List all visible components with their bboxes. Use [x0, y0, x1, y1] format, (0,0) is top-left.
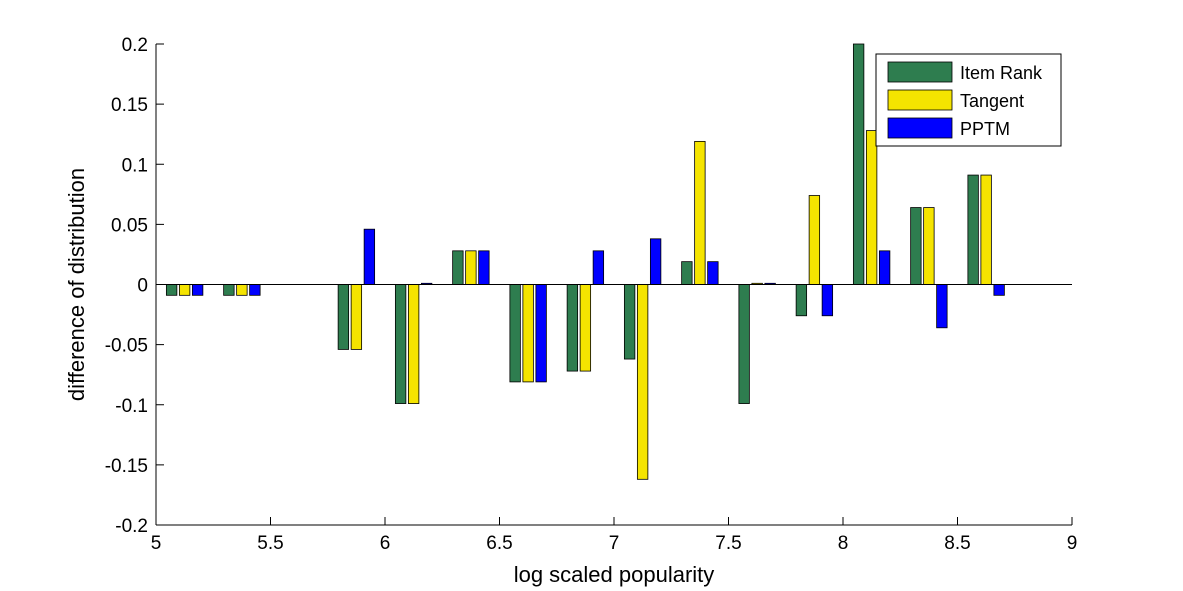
bar-item-rank-8 [681, 261, 693, 285]
y-axis-label: difference of distribution [64, 168, 89, 401]
bar-item-rank-11 [852, 43, 865, 285]
bar-pptm-2 [363, 228, 376, 285]
y-tick-label: -0.2 [115, 516, 148, 537]
legend-label: PPTM [960, 119, 1010, 139]
x-tick-label: 6 [380, 533, 391, 554]
bar-item-rank-7 [623, 284, 636, 360]
bar-pptm-0 [191, 284, 204, 296]
bar-tangent-12 [923, 207, 935, 285]
bars-group [165, 43, 1005, 480]
bar-pptm-1 [249, 284, 261, 296]
x-tick-label: 6.5 [486, 533, 512, 554]
bar-tangent-11 [865, 130, 878, 285]
y-tick-label: 0.15 [111, 95, 148, 116]
bar-item-rank-5 [509, 284, 521, 383]
x-tick-label: 9 [1067, 533, 1078, 554]
bar-tangent-6 [579, 284, 592, 372]
bar-item-rank-1 [223, 284, 235, 296]
y-tick-label: -0.15 [105, 456, 148, 477]
y-tick-label: 0.1 [122, 155, 148, 176]
x-tick-label: 8 [838, 533, 849, 554]
bar-tangent-0 [178, 284, 191, 296]
bar-tangent-8 [694, 140, 706, 285]
legend-swatch [887, 117, 953, 139]
legend-label: Item Rank [960, 63, 1043, 83]
legend-swatch [887, 61, 953, 83]
x-tick-label: 8.5 [944, 533, 970, 554]
bar-tangent-13 [980, 174, 992, 285]
y-tick-label: -0.05 [105, 336, 148, 357]
bar-item-rank-4 [452, 250, 464, 285]
bar-tangent-5 [522, 284, 534, 383]
legend-swatch [887, 89, 953, 111]
bar-item-rank-2 [337, 284, 350, 350]
bar-tangent-7 [636, 284, 649, 480]
bar-tangent-4 [465, 250, 477, 285]
bar-pptm-6 [592, 250, 605, 285]
bar-item-rank-9 [738, 284, 750, 404]
x-axis: 5 5.5 6 6.5 7 7.5 8 8.5 9 [151, 517, 1078, 554]
legend-label: Tangent [960, 91, 1024, 111]
bar-item-rank-0 [165, 284, 178, 296]
x-tick-label: 7 [609, 533, 620, 554]
y-tick-label: 0.2 [122, 35, 148, 56]
x-tick-label: 5.5 [257, 533, 283, 554]
y-tick-label: 0 [137, 276, 148, 297]
bar-item-rank-12 [910, 207, 922, 285]
x-tick-label: 5 [151, 533, 162, 554]
y-tick-label: -0.1 [115, 396, 148, 417]
bar-tangent-2 [350, 284, 363, 350]
bar-item-rank-6 [566, 284, 579, 372]
bar-item-rank-3 [394, 284, 407, 404]
bar-tangent-1 [236, 284, 248, 296]
bar-pptm-4 [478, 250, 490, 285]
y-axis: -0.2 -0.15 -0.1 -0.05 0 0.05 0.1 0.15 0.2 [105, 35, 164, 537]
bar-tangent-3 [407, 284, 420, 404]
y-tick-label: 0.05 [111, 215, 148, 236]
bar-tangent-10 [808, 195, 821, 285]
bar-item-rank-13 [967, 174, 979, 285]
bar-pptm-5 [535, 284, 547, 383]
x-axis-label: log scaled popularity [514, 562, 715, 587]
bar-pptm-10 [821, 284, 834, 317]
bar-pptm-7 [649, 238, 662, 285]
bar-item-rank-10 [795, 284, 808, 317]
bar-pptm-13 [993, 284, 1005, 296]
bar-pptm-8 [707, 261, 719, 285]
legend: Item Rank Tangent PPTM [875, 53, 1062, 147]
bar-pptm-12 [936, 284, 948, 329]
bar-pptm-11 [878, 250, 891, 285]
x-tick-label: 7.5 [715, 533, 741, 554]
